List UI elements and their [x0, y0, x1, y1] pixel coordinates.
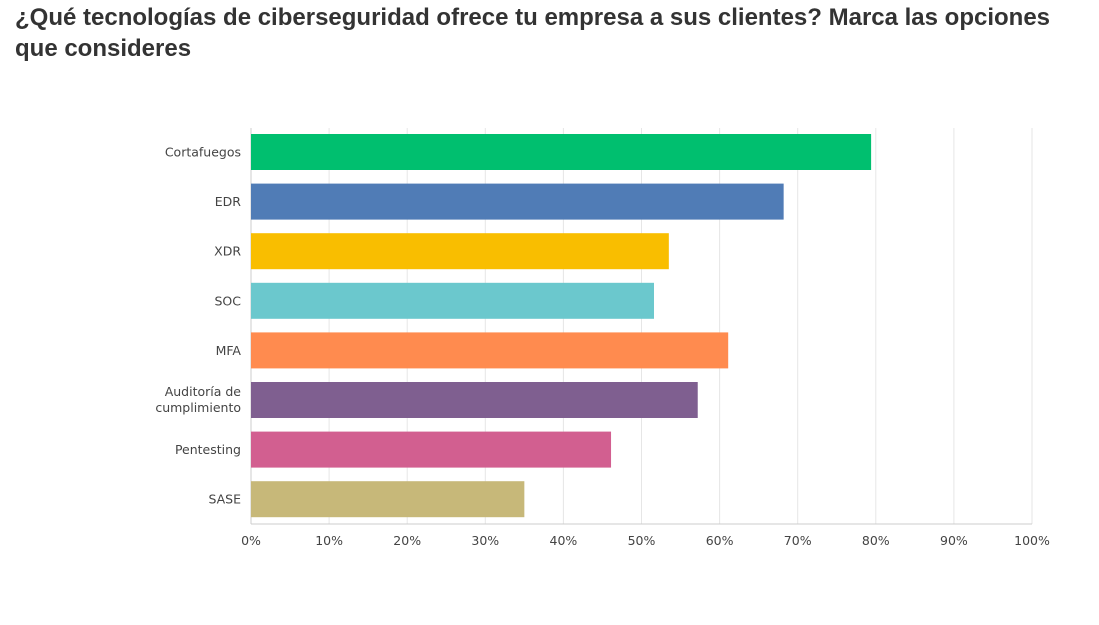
- bar: [251, 332, 729, 369]
- x-tick-label: 20%: [393, 533, 421, 548]
- y-category-label: SASE: [208, 492, 241, 507]
- y-category-label: Auditoría de cumplimiento: [155, 384, 241, 415]
- bar: [251, 233, 669, 270]
- x-tick-label: 70%: [784, 533, 812, 548]
- x-tick-label: 10%: [315, 533, 343, 548]
- x-tick-label: 60%: [706, 533, 734, 548]
- bar: [251, 183, 784, 220]
- x-tick-label: 0%: [241, 533, 261, 548]
- y-category-label: MFA: [216, 343, 242, 358]
- x-tick-label: 30%: [471, 533, 499, 548]
- y-category-label: SOC: [214, 293, 241, 308]
- y-category-label: Pentesting: [175, 442, 241, 457]
- bar: [251, 382, 698, 418]
- bar: [251, 282, 654, 319]
- bar: [251, 431, 612, 468]
- y-category-label: EDR: [215, 194, 242, 209]
- y-category-label: XDR: [214, 244, 241, 259]
- bar: [251, 134, 872, 170]
- x-tick-label: 100%: [1014, 533, 1050, 548]
- x-tick-label: 80%: [862, 533, 890, 548]
- bar: [251, 481, 525, 518]
- x-tick-label: 90%: [940, 533, 968, 548]
- x-tick-label: 50%: [628, 533, 656, 548]
- x-tick-label: 40%: [550, 533, 578, 548]
- chart-title: ¿Qué tecnologías de ciberseguridad ofrec…: [15, 4, 1051, 62]
- y-category-label: Cortafuegos: [165, 145, 241, 160]
